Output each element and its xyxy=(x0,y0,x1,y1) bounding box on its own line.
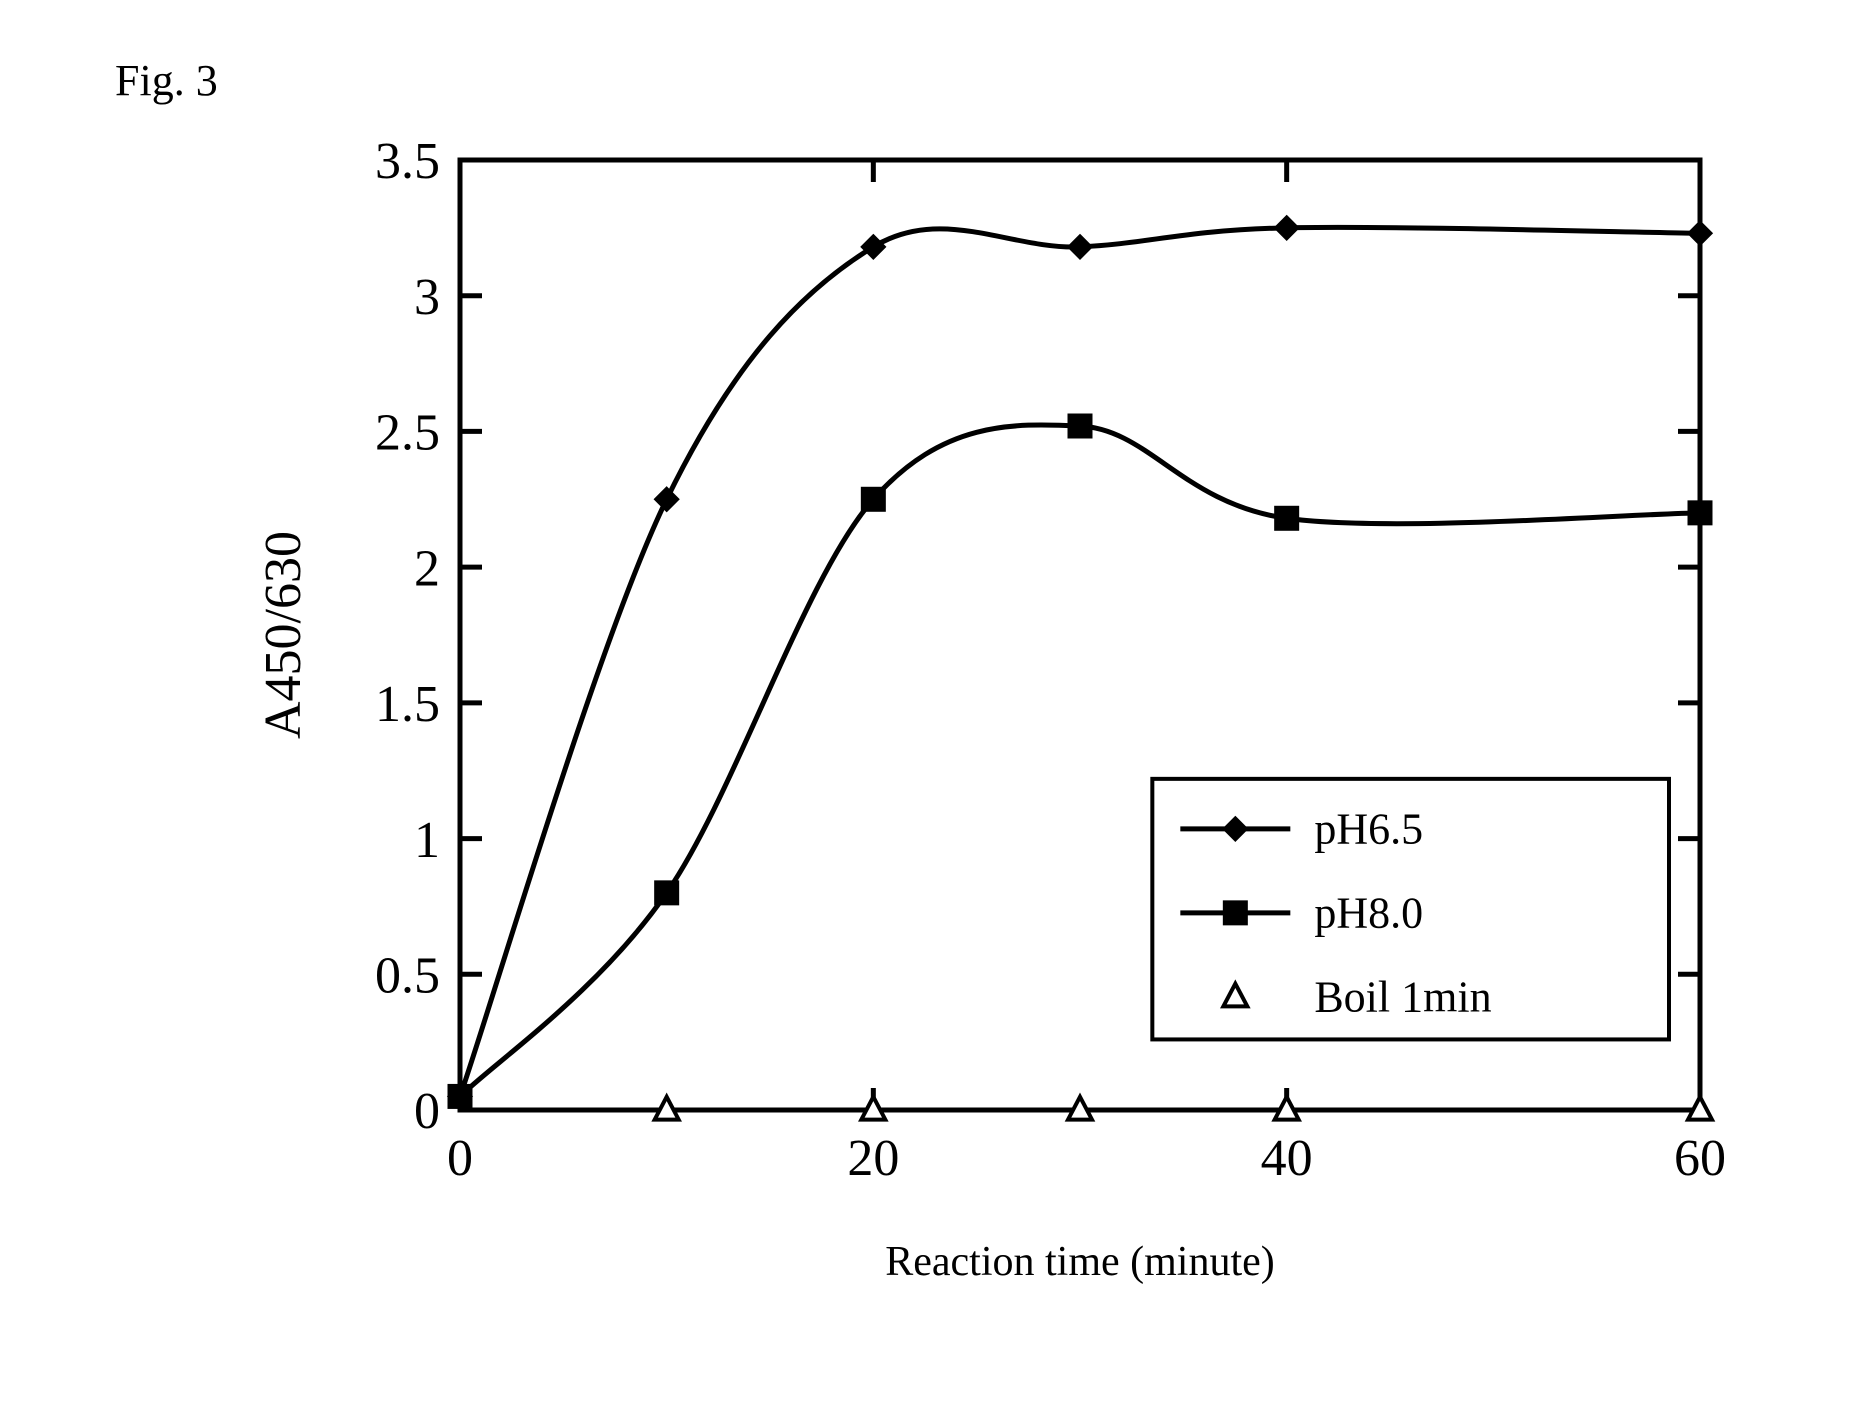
chart-svg: 0 20 40 60 0 0.5 1 1.5 2 2.5 3 3.5 Reaction time (mi… xyxy=(230,110,1750,1370)
y-tick-label: 3.5 xyxy=(375,133,440,190)
square-marker-icon xyxy=(1224,902,1246,924)
square-marker-icon xyxy=(1069,415,1091,437)
square-marker-icon xyxy=(862,488,884,510)
x-tick-label: 40 xyxy=(1261,1130,1313,1187)
x-tick-label: 0 xyxy=(447,1130,473,1187)
y-tick-label: 2.5 xyxy=(375,405,440,462)
square-marker-icon xyxy=(1689,502,1711,524)
square-marker-icon xyxy=(1276,507,1298,529)
reaction-time-chart: 0 20 40 60 0 0.5 1 1.5 2 2.5 3 3.5 Reaction time (mi… xyxy=(230,110,1750,1370)
y-tick-label: 3 xyxy=(414,269,440,326)
square-marker-icon xyxy=(449,1085,471,1107)
x-axis-label: Reaction time (minute) xyxy=(885,1239,1275,1285)
y-tick-label: 1.5 xyxy=(375,676,440,733)
y-tick-label: 0 xyxy=(414,1083,440,1140)
legend-label: pH6.5 xyxy=(1314,804,1423,853)
figure-label: Fig. 3 xyxy=(115,55,218,106)
legend: pH6.5 pH8.0 Boil 1min xyxy=(1152,779,1669,1040)
legend-label: pH8.0 xyxy=(1314,888,1423,937)
legend-label: Boil 1min xyxy=(1314,972,1491,1021)
y-axis-label: A450/630 xyxy=(255,531,312,739)
x-tick-label: 60 xyxy=(1674,1130,1726,1187)
x-tick-label: 20 xyxy=(847,1130,899,1187)
y-tick-label: 1 xyxy=(414,812,440,869)
square-marker-icon xyxy=(656,882,678,904)
y-tick-label: 2 xyxy=(414,540,440,597)
y-tick-label: 0.5 xyxy=(375,947,440,1004)
